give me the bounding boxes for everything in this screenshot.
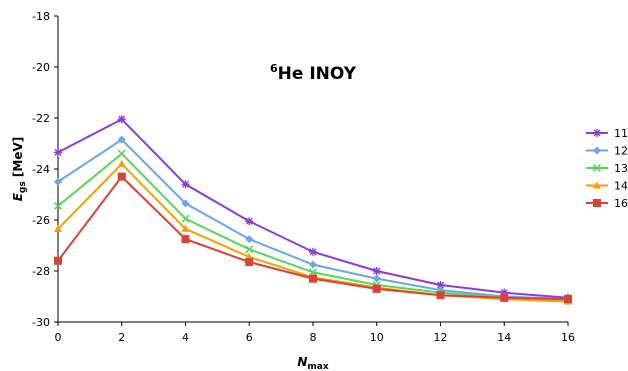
data-point [309,274,317,283]
data-point [372,284,381,293]
x-tick-label: 14 [497,331,511,344]
plot-area [58,16,568,322]
x-tick-label: 2 [118,331,125,344]
series-16 [54,172,572,304]
y-tick-label: -22 [32,112,50,125]
data-point [54,148,62,157]
legend-label: 12 [614,145,628,158]
legend-entry-11: 11 [586,127,628,140]
y-tick-label: -20 [32,61,50,74]
data-point [372,267,381,275]
data-point [309,260,317,269]
legend-label: 11 [614,127,628,140]
data-point [309,247,317,256]
chart-title: 6He INOY [270,62,357,84]
axes: -18 -20 -22 -24 -26 -28 -30 0 2 4 6 8 10 12 14 16 Nmax Eg… [11,10,575,371]
legend-entry-16: 16 [586,197,628,210]
legend-marker [592,163,602,173]
legend-marker [593,181,601,189]
data-point [308,268,318,277]
data-point [54,224,62,232]
data-point [117,159,126,167]
data-point [245,245,254,254]
data-point [181,224,190,232]
data-point [181,180,190,189]
data-point [500,293,509,302]
legend-entry-12: 12 [586,145,628,158]
data-point [181,214,190,223]
y-tick-label: -28 [32,265,50,278]
x-tick-label: 4 [182,331,189,344]
legend-marker [593,129,601,137]
data-point [436,281,445,290]
data-point [117,115,126,124]
y-tick-label: -30 [32,316,50,329]
legend-entry-14: 14 [586,180,628,193]
x-tick-label: 16 [561,331,575,344]
y-tick-label: -26 [32,214,50,227]
data-point [181,199,190,208]
data-point [245,235,254,244]
legend-label: 16 [614,197,628,210]
x-tick-label: 8 [310,331,317,344]
legend-label: 14 [614,180,628,193]
x-tick-label: 12 [434,331,448,344]
y-tick-label: -18 [32,10,50,23]
data-point [54,256,62,265]
data-point [117,172,126,181]
legend-label: 13 [614,162,628,175]
y-axis-label: Egs [MeV] [11,137,28,202]
data-point [245,217,254,226]
x-axis-label: Nmax [297,355,328,371]
y-tick-label: -24 [32,163,50,176]
legend-marker [593,199,601,207]
data-point [53,201,63,211]
data-point [181,235,190,244]
x-tick-label: 10 [370,331,384,344]
x-tick-label: 0 [55,331,62,344]
data-point [117,149,126,158]
data-point [117,135,126,144]
legend-layer: 11 12 13 14 16 [586,127,628,210]
data-point [564,295,572,304]
data-point [436,291,445,300]
title-layer: 6He INOY [270,62,357,84]
data-point [372,274,381,283]
x-tick-label: 6 [246,331,253,344]
legend-entry-13: 13 [586,162,628,175]
data-point [245,258,254,267]
series-layer [53,115,573,305]
data-point [54,177,62,186]
legend-marker [593,146,601,155]
